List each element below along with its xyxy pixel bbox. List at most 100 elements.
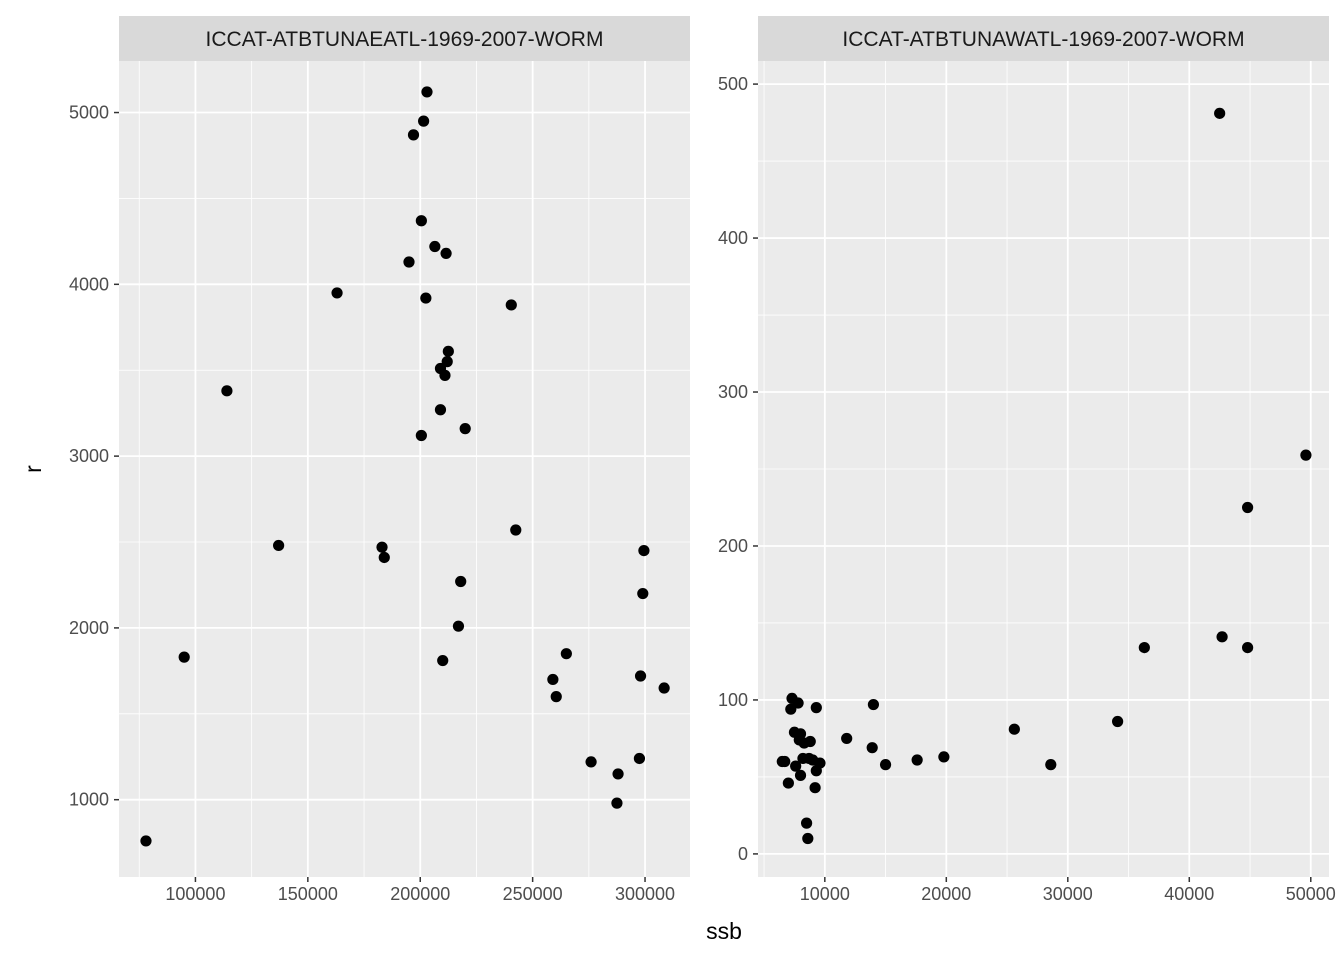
- data-point: [841, 732, 853, 745]
- data-point: [638, 545, 650, 557]
- data-point: [437, 654, 449, 667]
- y-tick-label: 4000: [69, 274, 109, 294]
- x-tick-label: 50000: [1286, 884, 1336, 904]
- panel-title: ICCAT-ATBTUNAWATL-1969-2007-WORM: [842, 28, 1244, 51]
- data-point: [440, 247, 452, 260]
- y-tick-label: 2000: [69, 618, 109, 638]
- data-point: [785, 703, 797, 715]
- data-point: [911, 754, 923, 766]
- x-tick-label: 250000: [503, 884, 563, 904]
- data-point: [439, 369, 451, 381]
- data-point: [802, 832, 814, 845]
- data-point: [376, 541, 388, 553]
- data-point: [547, 673, 559, 686]
- data-point: [441, 356, 453, 368]
- data-point: [611, 797, 623, 809]
- y-tick-label: 400: [718, 228, 748, 248]
- data-point: [429, 240, 441, 253]
- data-point: [800, 817, 813, 829]
- data-point: [867, 698, 880, 711]
- data-point: [658, 682, 670, 694]
- panel-background: [119, 61, 690, 877]
- x-tick-label: 150000: [278, 884, 338, 904]
- axis-ticks: 10000 20000 30000 40000 50000 0 100 200 300 400 50…: [718, 74, 1336, 904]
- y-tick-label: 300: [718, 382, 748, 402]
- data-point: [459, 423, 471, 435]
- data-point: [140, 835, 152, 847]
- data-point: [418, 115, 430, 127]
- data-point: [421, 86, 433, 98]
- data-point: [866, 742, 878, 754]
- y-tick-label: 5000: [69, 103, 109, 123]
- data-point: [633, 752, 646, 765]
- x-tick-label: 100000: [165, 884, 225, 904]
- y-tick-label: 500: [718, 74, 748, 94]
- panel-right: ICCAT-ATBTUNAWATL-1969-2007-WORM 10000 20…: [718, 16, 1336, 904]
- data-point: [585, 756, 597, 768]
- data-point: [1045, 759, 1057, 771]
- data-point: [879, 759, 892, 771]
- y-tick-label: 100: [718, 690, 748, 710]
- x-tick-label: 10000: [800, 884, 850, 904]
- data-point: [809, 782, 821, 794]
- data-point: [782, 777, 794, 789]
- y-tick-label: 1000: [69, 790, 109, 810]
- data-point: [403, 256, 415, 268]
- panel-title: ICCAT-ATBTUNAEATL-1969-2007-WORM: [206, 28, 604, 51]
- y-axis-title: r: [20, 465, 46, 473]
- x-tick-label: 40000: [1164, 884, 1214, 904]
- data-point: [792, 697, 804, 709]
- data-point: [779, 755, 791, 768]
- grid-lines: [119, 61, 690, 877]
- data-point: [221, 385, 233, 397]
- data-point: [794, 769, 807, 781]
- data-point: [273, 539, 285, 552]
- data-point: [510, 524, 522, 536]
- y-tick-label: 200: [718, 536, 748, 556]
- data-point: [550, 691, 562, 703]
- data-point: [1214, 107, 1226, 119]
- data-point: [442, 345, 454, 357]
- data-point: [804, 735, 816, 748]
- grid-lines: [758, 61, 1329, 877]
- axis-ticks: 100000 150000 200000 250000 300000 1000 2000 30…: [69, 103, 675, 904]
- data-point: [1138, 641, 1150, 654]
- data-point: [407, 129, 420, 141]
- panel-left: ICCAT-ATBTUNAEATL-1969-2007-WORM 100000 1…: [69, 16, 690, 904]
- data-point: [560, 648, 572, 660]
- strip-background: [119, 16, 690, 61]
- data-point: [378, 551, 390, 564]
- data-point: [790, 760, 802, 772]
- x-tick-label: 300000: [615, 884, 675, 904]
- y-tick-label: 3000: [69, 446, 109, 466]
- data-point: [1242, 641, 1254, 654]
- data-point: [452, 620, 465, 632]
- data-point: [1216, 631, 1228, 643]
- data-point: [1008, 723, 1020, 735]
- x-tick-label: 200000: [390, 884, 450, 904]
- data-point: [505, 299, 517, 311]
- data-points: [140, 86, 670, 847]
- x-axis-title: ssb: [706, 918, 742, 944]
- data-point: [178, 651, 190, 663]
- data-point: [814, 757, 826, 769]
- strip-background: [758, 16, 1329, 61]
- x-tick-label: 30000: [1043, 884, 1093, 904]
- data-point: [637, 587, 649, 600]
- data-point: [1300, 449, 1312, 461]
- data-point: [810, 702, 822, 714]
- data-point: [331, 287, 343, 299]
- data-point: [455, 575, 467, 588]
- y-tick-label: 0: [738, 844, 748, 864]
- x-tick-label: 20000: [921, 884, 971, 904]
- data-point: [938, 751, 950, 763]
- data-points: [776, 107, 1312, 845]
- data-point: [1112, 715, 1124, 728]
- data-point: [415, 429, 427, 442]
- data-point: [420, 292, 432, 304]
- data-point: [415, 215, 427, 227]
- data-point: [794, 728, 807, 740]
- data-point: [634, 670, 647, 682]
- data-point: [612, 768, 624, 780]
